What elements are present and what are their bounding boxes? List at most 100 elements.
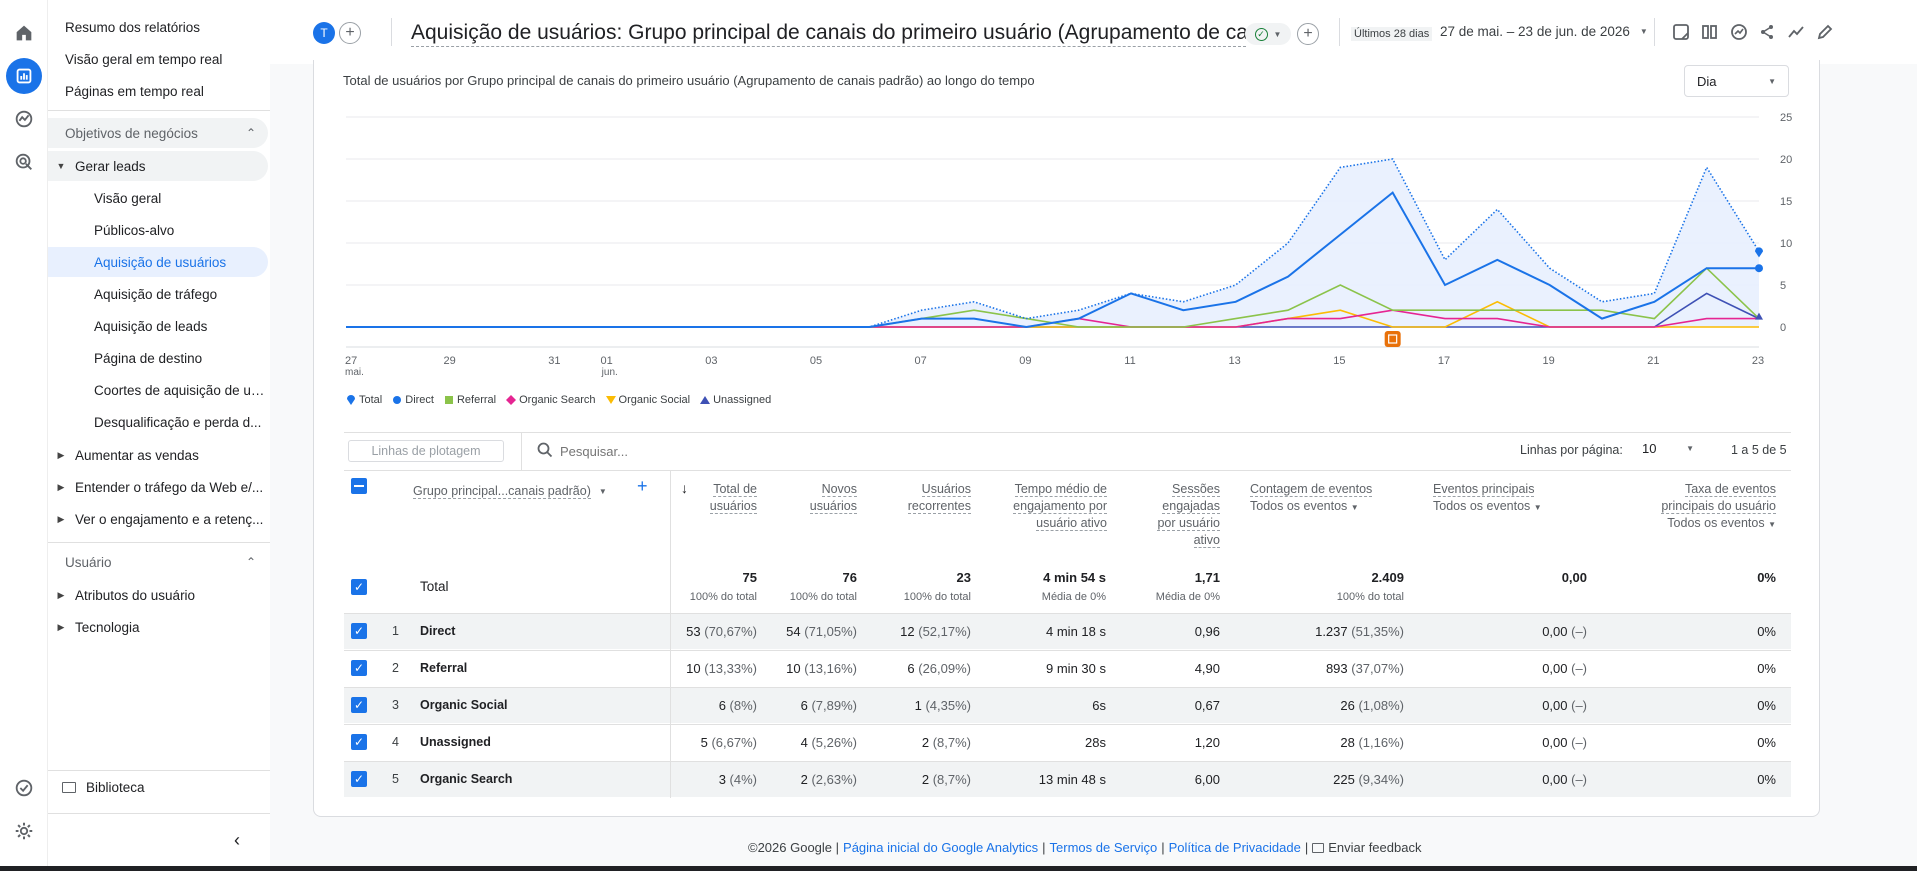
plot-rows-button[interactable]: Linhas de plotagem xyxy=(348,440,504,462)
insights-icon[interactable] xyxy=(1726,19,1752,45)
total-value: 0% xyxy=(1757,570,1776,585)
dimension-select[interactable]: Grupo principal...canais padrão) ▼ xyxy=(413,481,628,501)
comparison-avatar[interactable]: T xyxy=(313,22,335,44)
header-total-users[interactable]: Total de usuários xyxy=(709,482,757,514)
date-prefix: Últimos 28 dias xyxy=(1351,27,1433,41)
analytics-home-link[interactable]: Página inicial do Google Analytics xyxy=(843,840,1039,855)
select-all-checkbox[interactable] xyxy=(351,478,367,494)
nav-section-user[interactable]: Usuário ⌃ xyxy=(48,547,268,577)
settings-gear-icon[interactable] xyxy=(6,813,42,849)
header-key-event-rate[interactable]: Taxa de eventos principais do usuário Todo… xyxy=(1661,482,1776,530)
table-row[interactable] xyxy=(344,650,1791,686)
legend-item[interactable]: Unassigned xyxy=(700,394,771,406)
row-checkbox[interactable]: ✓ xyxy=(351,623,367,639)
total-value: 1,71 xyxy=(1194,570,1220,585)
legend-item[interactable]: Direct xyxy=(392,394,434,406)
x-tick-label: 09 xyxy=(1019,355,1031,367)
nav-reports-snapshot[interactable]: Resumo dos relatórios xyxy=(48,12,268,42)
minus-icon xyxy=(354,485,364,487)
table-search-input[interactable] xyxy=(560,441,860,461)
feedback-button[interactable]: Enviar feedback xyxy=(1312,840,1421,855)
nav-group-generate-leads[interactable]: ▼ Gerar leads xyxy=(48,151,268,181)
sort-arrow-down-icon[interactable]: ↓ xyxy=(681,480,688,496)
header-returning-users[interactable]: Usuários recorrentes xyxy=(907,482,971,514)
date-range-picker[interactable]: 27 de mai. – 23 de jun. de 2026 ▼ xyxy=(1440,24,1648,39)
granularity-select[interactable]: Dia ▼ xyxy=(1684,65,1789,97)
nav-realtime-pages[interactable]: Páginas em tempo real xyxy=(48,76,268,106)
collapse-nav-chevron-icon[interactable]: ‹ xyxy=(234,830,240,850)
explore-icon[interactable] xyxy=(6,101,42,137)
row-checkbox[interactable]: ✓ xyxy=(351,660,367,676)
nav-leads-cohorts[interactable]: Coortes de aquisição de us... xyxy=(48,375,268,405)
nav-group-web-traffic[interactable]: ▶ Entender o tráfego da Web e/... xyxy=(48,472,268,502)
nav-group-user-attributes[interactable]: ▶ Atributos do usuário xyxy=(48,580,268,610)
nav-leads-traffic-acquisition[interactable]: Aquisição de tráfego xyxy=(48,279,268,309)
data-quality-status[interactable]: ✓ ▼ xyxy=(1245,23,1291,45)
nav-leads-overview[interactable]: Visão geral xyxy=(48,183,268,213)
row-checkbox[interactable]: ✓ xyxy=(351,771,367,787)
nav-leads-audiences[interactable]: Públicos-alvo xyxy=(48,215,268,245)
edit-pencil-icon[interactable] xyxy=(1812,19,1838,45)
cell-percent: (–) xyxy=(1571,735,1587,750)
cell-value: 12 xyxy=(900,624,919,639)
header-key-events[interactable]: Eventos principais Todos os eventos ▼ xyxy=(1433,482,1542,513)
nav-leads-lead-acquisition[interactable]: Aquisição de leads xyxy=(48,311,268,341)
nav-section-business-objectives[interactable]: Objetivos de negócios ⌃ xyxy=(48,118,268,148)
checklist-icon[interactable] xyxy=(6,770,42,806)
nav-realtime-overview[interactable]: Visão geral em tempo real xyxy=(48,44,268,74)
table-row[interactable] xyxy=(344,687,1791,723)
terms-link[interactable]: Termos de Serviço xyxy=(1049,840,1158,855)
header-engaged-sessions[interactable]: Sessões engajadas por usuário ativo xyxy=(1157,482,1220,548)
rows-per-page-select[interactable]: 10 ▼ xyxy=(1642,441,1694,456)
header-new-users[interactable]: Novos usuários xyxy=(809,482,857,514)
legend-item[interactable]: Organic Social xyxy=(605,394,690,406)
total-value: 75 xyxy=(742,570,757,585)
table-cell: 28s xyxy=(1085,735,1106,750)
reports-icon[interactable] xyxy=(6,58,42,94)
advertising-icon[interactable] xyxy=(6,144,42,180)
row-channel-name[interactable]: Unassigned xyxy=(420,735,491,749)
nav-leads-landing-page[interactable]: Página de destino xyxy=(48,343,268,373)
table-row[interactable] xyxy=(344,761,1791,797)
nav-leads-disqualification[interactable]: Desqualificação e perda d... xyxy=(48,407,268,437)
nav-group-technology[interactable]: ▶ Tecnologia xyxy=(48,612,268,642)
nav-group-increase-sales[interactable]: ▶ Aumentar as vendas xyxy=(48,440,268,470)
compare-columns-icon[interactable] xyxy=(1697,19,1723,45)
row-channel-name[interactable]: Direct xyxy=(420,624,456,638)
header-event-count[interactable]: Contagem de eventos Todos os eventos ▼ xyxy=(1250,482,1373,513)
x-tick-label: 03 xyxy=(705,355,717,367)
add-dimension-plus-icon[interactable]: + xyxy=(637,476,648,496)
table-cell: 53 (70,67%) xyxy=(686,624,757,639)
events-filter[interactable]: Todos os eventos xyxy=(1667,516,1765,530)
legend-item[interactable]: Organic Search xyxy=(506,394,596,406)
customize-report-icon[interactable] xyxy=(1668,19,1694,45)
share-icon[interactable] xyxy=(1754,19,1780,45)
nav-library[interactable]: Biblioteca xyxy=(48,772,268,802)
row-channel-name[interactable]: Organic Social xyxy=(420,698,508,712)
nav-group-engagement[interactable]: ▶ Ver o engajamento e a retenç... xyxy=(48,504,268,534)
events-filter[interactable]: Todos os eventos xyxy=(1250,499,1348,513)
add-plus-icon[interactable]: + xyxy=(1297,23,1319,45)
annotation-marker-glyph xyxy=(1388,334,1398,344)
trend-sparkle-icon[interactable] xyxy=(1783,19,1809,45)
add-comparison-plus-icon[interactable]: + xyxy=(339,22,361,44)
legend-item[interactable]: Referral xyxy=(444,394,496,406)
row-checkbox[interactable]: ✓ xyxy=(351,734,367,750)
table-row[interactable] xyxy=(344,724,1791,760)
table-row[interactable] xyxy=(344,613,1791,649)
nav-leads-user-acquisition[interactable]: Aquisição de usuários xyxy=(48,247,268,277)
row-checkbox[interactable]: ✓ xyxy=(351,697,367,713)
y-tick-label: 20 xyxy=(1780,154,1792,166)
legend-label: Organic Search xyxy=(519,394,596,406)
nav-label: Aquisição de usuários xyxy=(94,254,227,270)
header-engagement-time[interactable]: Tempo médio de engajamento por usuário ati… xyxy=(1013,482,1107,531)
home-icon[interactable] xyxy=(6,15,42,51)
table-cell: 6 (7,89%) xyxy=(801,698,857,713)
legend-item[interactable]: Total xyxy=(346,394,382,406)
row-channel-name[interactable]: Organic Search xyxy=(420,772,513,786)
report-header: T + Aquisição de usuários: Grupo princip… xyxy=(270,0,1917,64)
total-row-checkbox[interactable]: ✓ xyxy=(351,579,367,595)
row-channel-name[interactable]: Referral xyxy=(420,661,468,675)
events-filter[interactable]: Todos os eventos xyxy=(1433,499,1531,513)
privacy-link[interactable]: Política de Privacidade xyxy=(1168,840,1301,855)
